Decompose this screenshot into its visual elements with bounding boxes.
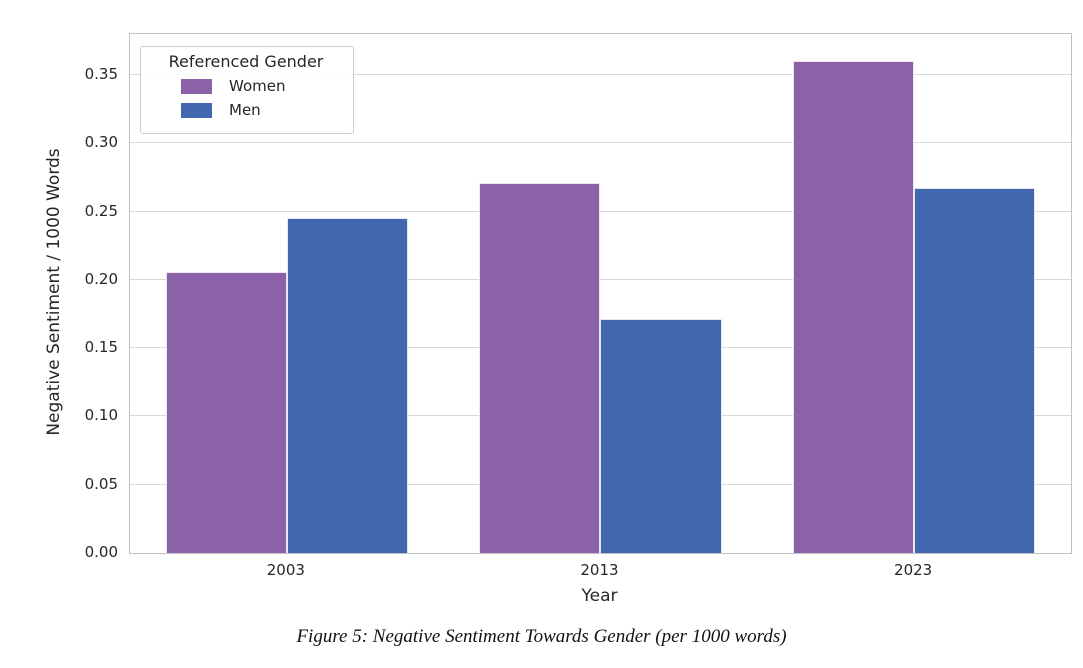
x-axis-title: Year	[581, 586, 618, 606]
y-tick-label: 0.30	[84, 133, 118, 152]
y-tick-label: 0.20	[84, 269, 118, 288]
y-tick-label: 0.25	[84, 201, 118, 220]
bar-women-2023	[793, 61, 915, 553]
legend-title: Referenced Gender	[168, 52, 324, 71]
y-tick-label: 0.05	[84, 474, 118, 493]
plot-area	[129, 33, 1072, 554]
gridline	[130, 73, 1071, 75]
y-tick-label: 0.35	[84, 64, 118, 83]
legend-label-men: Men	[229, 101, 261, 119]
legend-item-women: Women	[181, 77, 339, 95]
x-tick-label-2013: 2013	[580, 561, 619, 579]
bar-group-2003	[130, 34, 444, 553]
bar-women-2013	[479, 182, 601, 553]
bar-group-2013	[444, 34, 758, 553]
bar-group-2023	[757, 34, 1071, 553]
y-tick-label: 0.00	[84, 543, 118, 561]
men-color-swatch-icon	[181, 102, 212, 118]
legend-item-men: Men	[181, 101, 339, 119]
gridline	[130, 278, 1071, 280]
figure-caption: Figure 5: Negative Sentiment Towards Gen…	[296, 626, 787, 647]
bar-women-2003	[165, 271, 287, 553]
bar-men-2003	[286, 218, 408, 553]
legend: Referenced Gender Women Men	[140, 46, 354, 134]
y-tick-label: 0.15	[84, 338, 118, 357]
bars-layer	[130, 34, 1071, 553]
x-axis-tick-labels: 2003 2013 2023	[129, 561, 1070, 579]
x-tick-label-2003: 2003	[266, 561, 305, 579]
legend-label-women: Women	[229, 77, 286, 95]
y-axis-tick-labels: 0.00 0.05 0.10 0.15 0.20 0.25 0.30 0.35	[0, 33, 118, 561]
y-tick-label: 0.10	[84, 406, 118, 425]
women-color-swatch-icon	[181, 78, 212, 94]
bar-men-2013	[600, 319, 722, 553]
x-tick-label-2023: 2023	[894, 561, 933, 579]
bar-men-2023	[914, 188, 1036, 553]
gridline	[130, 210, 1071, 212]
gridline	[130, 142, 1071, 144]
